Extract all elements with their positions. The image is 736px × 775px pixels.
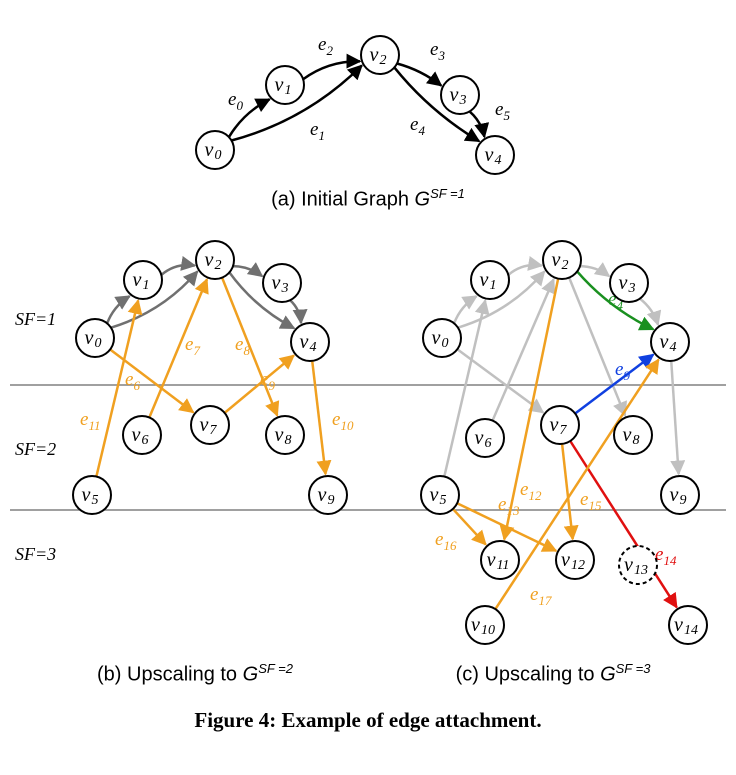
edge-label: e2: [318, 34, 333, 58]
panel-b-caption-sup: SF =2: [258, 661, 293, 676]
panel-a-caption: (a) Initial Graph GSF =1: [10, 186, 726, 212]
figure-caption: Figure 4: Example of edge attachment.: [10, 708, 726, 733]
panel-c-caption: (c) Upscaling to GSF =3: [380, 661, 726, 687]
panel-b-caption: (b) Upscaling to GSF =2: [10, 661, 380, 687]
edge-label: e3: [430, 39, 445, 63]
panel-b-caption-g: G: [243, 663, 259, 685]
sf-label: SF=3: [15, 544, 56, 564]
edge-label: e6: [125, 369, 140, 393]
panel-bc-row: SF=1SF=2SF=3e6e7e8e9e10e11v0v1v2v3v4v5v6…: [10, 230, 726, 687]
figure-4: e0e1e2e3e4e5v0v1v2v3v4 (a) Initial Graph…: [10, 10, 726, 733]
panel-b-wrap: SF=1SF=2SF=3e6e7e8e9e10e11v0v1v2v3v4v5v6…: [10, 230, 380, 687]
edge: [580, 266, 609, 276]
edge-label: e9: [615, 359, 630, 383]
panel-c-caption-g: G: [600, 663, 616, 685]
panel-c-caption-text: (c) Upscaling to: [456, 663, 601, 685]
sf-label: SF=1: [15, 309, 56, 329]
panel-c-caption-sup: SF =3: [616, 661, 651, 676]
panel-c-wrap: e4e9e14e12e13e15e16e17v0v1v2v3v4v5v6v7v8…: [380, 230, 726, 687]
edge: [312, 361, 325, 474]
edge-label: e13: [498, 494, 520, 518]
edge-label: e14: [655, 544, 677, 568]
edge: [671, 361, 678, 474]
edge-label: e1: [310, 119, 325, 143]
panel-a-caption-g: G: [415, 189, 431, 211]
sf-label: SF=2: [15, 439, 56, 459]
edge-label: e7: [185, 334, 200, 358]
edge-label: e5: [495, 99, 510, 123]
edge: [233, 266, 262, 276]
edge: [290, 300, 301, 323]
edge: [454, 296, 476, 323]
edge: [640, 298, 658, 324]
panel-a-caption-text: (a) Initial Graph: [271, 189, 414, 211]
panel-a-svg: e0e1e2e3e4e5v0v1v2v3v4: [10, 10, 726, 190]
panel-c-svg: e4e9e14e12e13e15e16e17v0v1v2v3v4v5v6v7v8…: [380, 230, 726, 655]
edge-label: e0: [228, 89, 243, 113]
edge: [107, 296, 129, 323]
edge-label: e17: [530, 584, 552, 608]
edge: [570, 441, 676, 607]
edge: [470, 111, 485, 136]
panel-a-caption-sup: SF =1: [430, 186, 465, 201]
panel-b-caption-text: (b) Upscaling to: [97, 663, 243, 685]
edge-label: e12: [520, 479, 542, 503]
edge: [110, 349, 193, 412]
edge-label: e8: [235, 334, 250, 358]
edge-label: e10: [332, 409, 354, 433]
edge: [508, 265, 541, 275]
panel-b-svg: SF=1SF=2SF=3e6e7e8e9e10e11v0v1v2v3v4v5v6…: [10, 230, 380, 655]
edge-label: e11: [80, 409, 100, 433]
edge-label: e15: [580, 489, 602, 513]
edge-label: e4: [410, 114, 425, 138]
edge-label: e16: [435, 529, 457, 553]
edge: [161, 265, 194, 275]
edge: [397, 63, 441, 85]
